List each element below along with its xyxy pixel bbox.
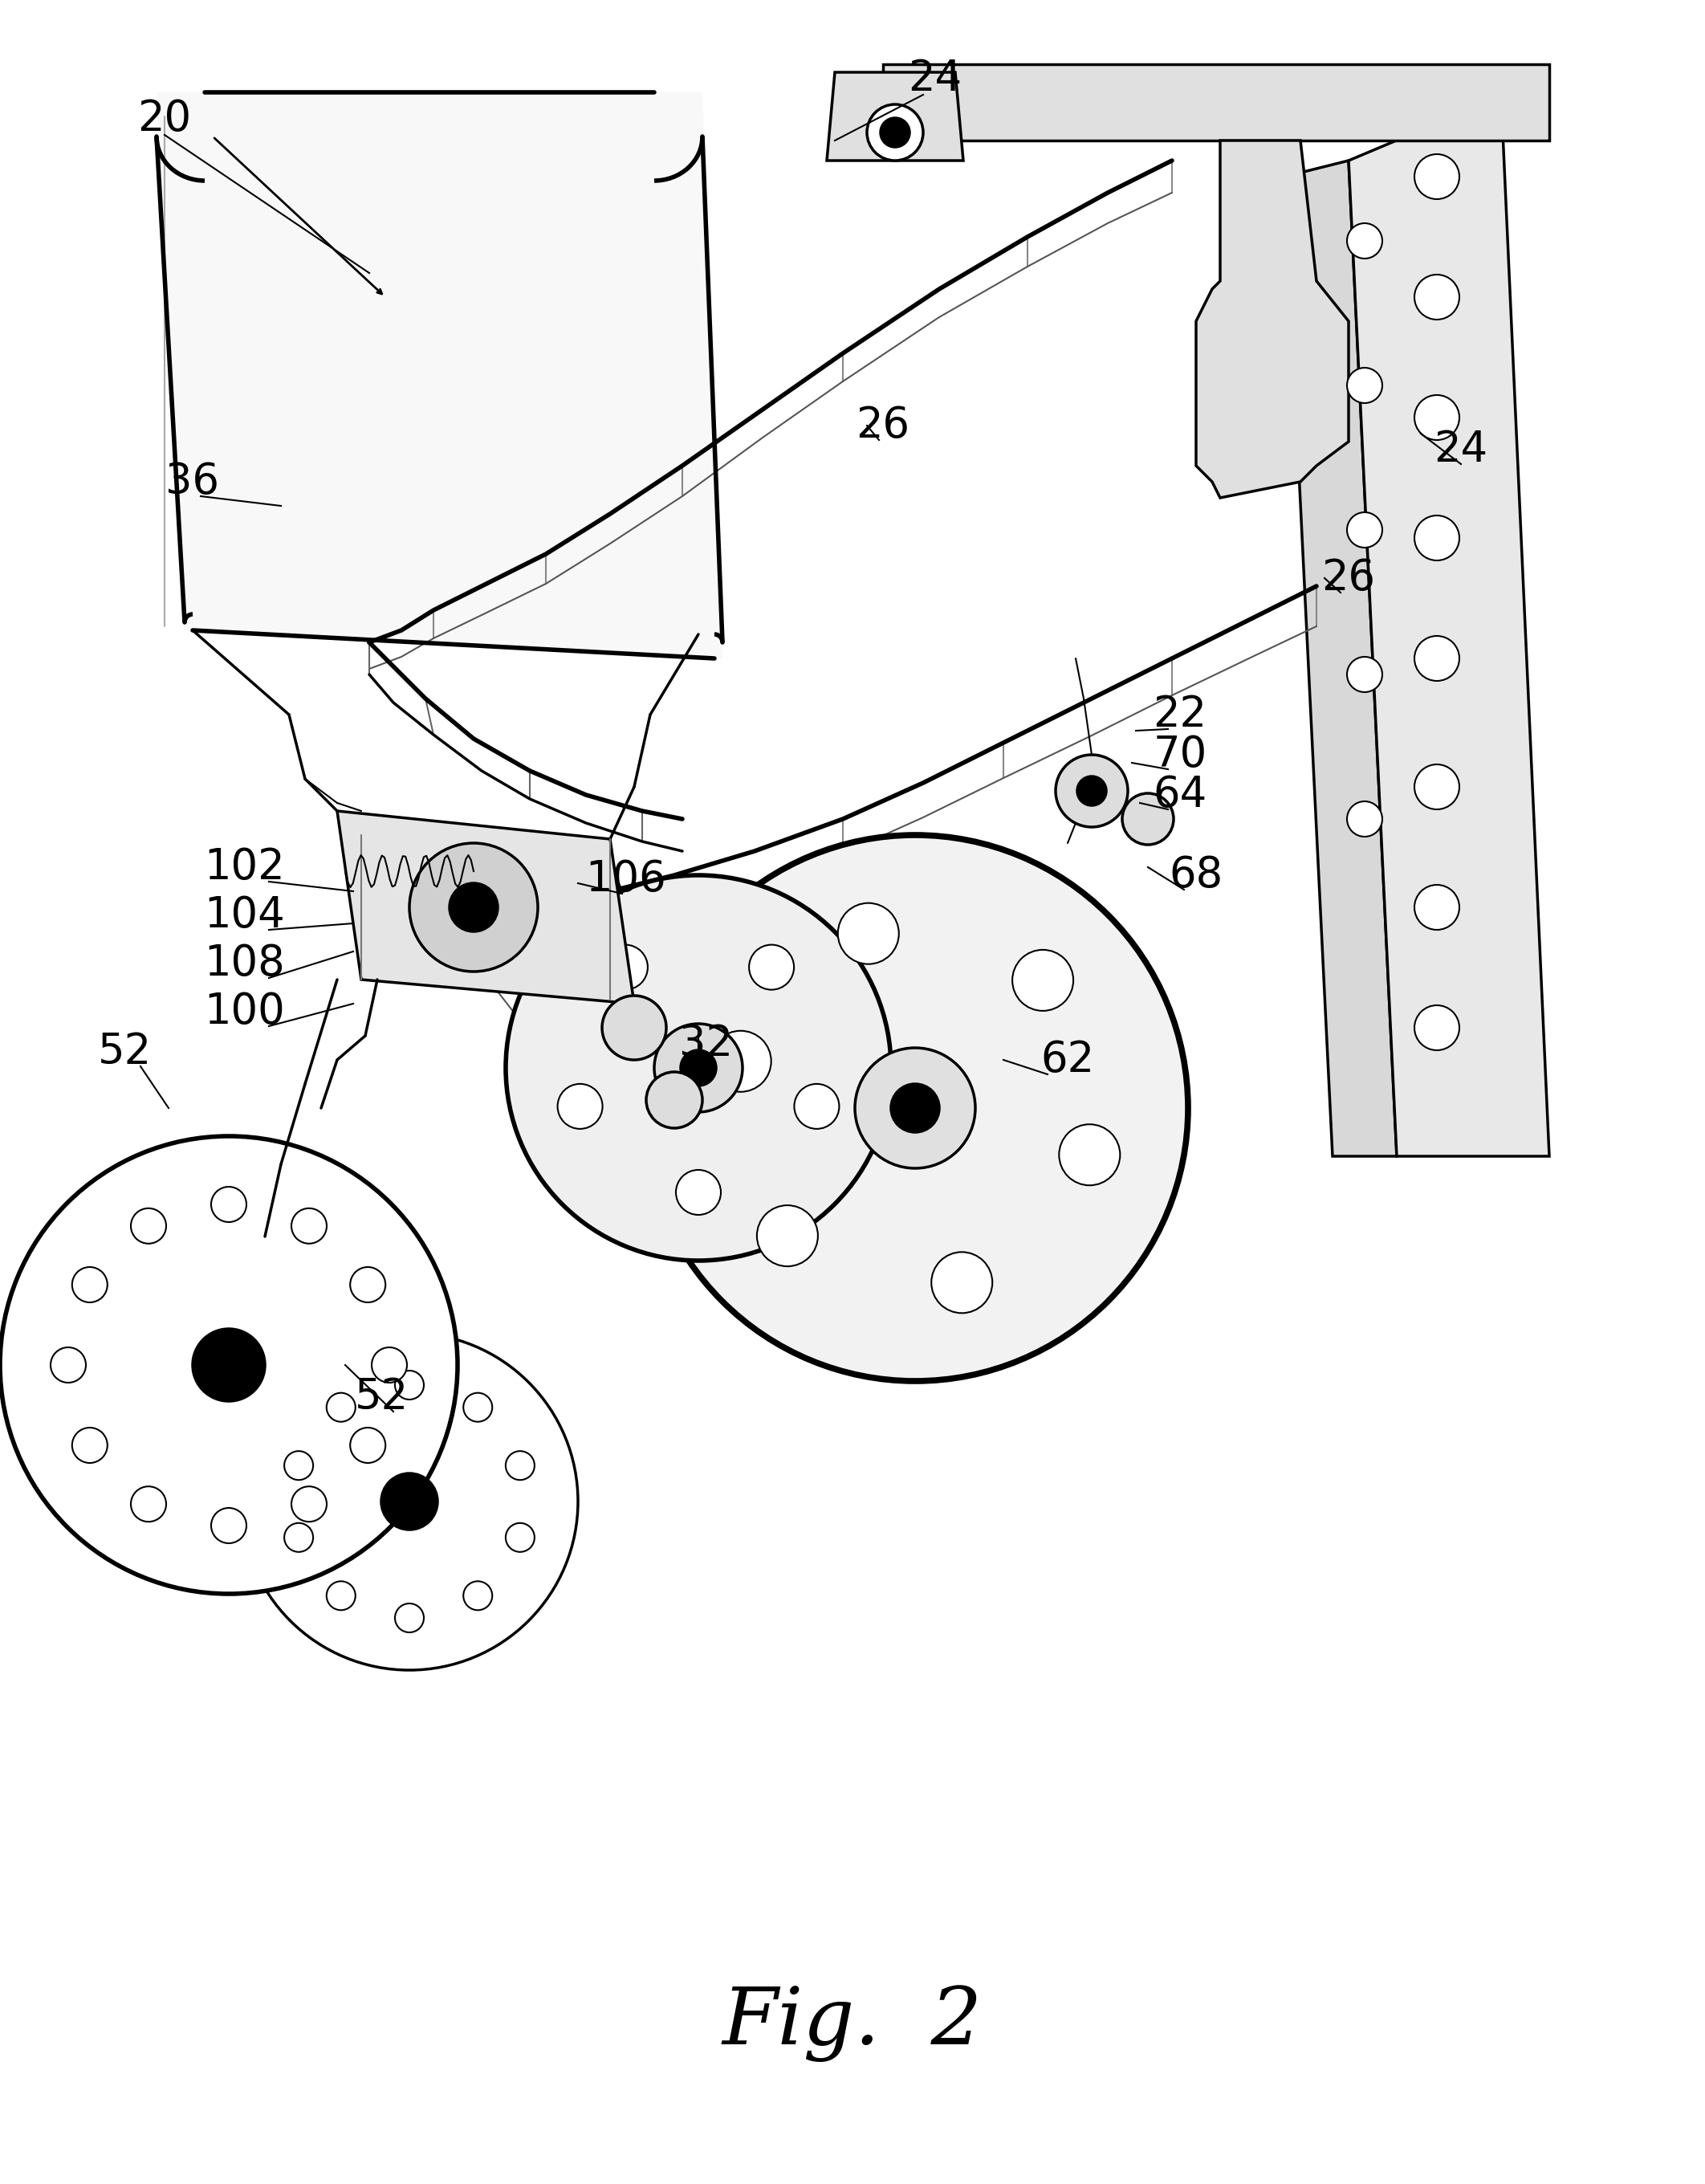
Circle shape bbox=[382, 1474, 438, 1529]
Circle shape bbox=[211, 1186, 247, 1223]
Circle shape bbox=[506, 876, 892, 1260]
Circle shape bbox=[327, 1393, 355, 1422]
Circle shape bbox=[409, 843, 537, 972]
Circle shape bbox=[1055, 756, 1127, 828]
Text: 22: 22 bbox=[1153, 695, 1207, 736]
Circle shape bbox=[1347, 657, 1383, 692]
Polygon shape bbox=[338, 810, 634, 1005]
Text: 102: 102 bbox=[205, 845, 285, 889]
Circle shape bbox=[327, 1581, 355, 1610]
Polygon shape bbox=[883, 63, 1550, 140]
Text: 26: 26 bbox=[856, 404, 910, 446]
Circle shape bbox=[1347, 802, 1383, 836]
Text: 64: 64 bbox=[1153, 773, 1207, 817]
Circle shape bbox=[1122, 793, 1173, 845]
Text: 106: 106 bbox=[587, 858, 667, 900]
Circle shape bbox=[931, 1251, 992, 1313]
Polygon shape bbox=[1197, 140, 1349, 498]
Text: 36: 36 bbox=[165, 461, 220, 502]
Circle shape bbox=[646, 1072, 702, 1129]
Text: 52: 52 bbox=[97, 1031, 152, 1072]
Circle shape bbox=[748, 946, 795, 989]
Circle shape bbox=[396, 1372, 425, 1400]
Circle shape bbox=[892, 1083, 939, 1131]
Circle shape bbox=[292, 1487, 327, 1522]
Circle shape bbox=[602, 996, 667, 1059]
Circle shape bbox=[1013, 950, 1074, 1011]
Circle shape bbox=[675, 1171, 721, 1214]
Circle shape bbox=[1415, 395, 1459, 439]
Circle shape bbox=[1078, 778, 1107, 806]
Polygon shape bbox=[827, 72, 963, 162]
Circle shape bbox=[1415, 155, 1459, 199]
Text: Fig.  2: Fig. 2 bbox=[723, 1985, 982, 2062]
Circle shape bbox=[604, 946, 648, 989]
Circle shape bbox=[350, 1267, 385, 1302]
Circle shape bbox=[396, 1603, 425, 1631]
Text: 62: 62 bbox=[1040, 1040, 1095, 1081]
Circle shape bbox=[1415, 764, 1459, 810]
Circle shape bbox=[1347, 367, 1383, 404]
Circle shape bbox=[1415, 1005, 1459, 1051]
Circle shape bbox=[1415, 515, 1459, 561]
Circle shape bbox=[51, 1348, 85, 1382]
Circle shape bbox=[72, 1267, 107, 1302]
Circle shape bbox=[464, 1393, 493, 1422]
Circle shape bbox=[211, 1507, 247, 1544]
Circle shape bbox=[506, 1522, 535, 1553]
Circle shape bbox=[680, 1051, 716, 1085]
Polygon shape bbox=[157, 92, 723, 657]
Circle shape bbox=[854, 1048, 975, 1168]
Circle shape bbox=[1347, 513, 1383, 548]
Circle shape bbox=[285, 1450, 314, 1481]
Circle shape bbox=[131, 1487, 165, 1522]
Text: 70: 70 bbox=[1153, 734, 1207, 775]
Circle shape bbox=[866, 105, 922, 162]
Circle shape bbox=[240, 1332, 578, 1671]
Circle shape bbox=[1059, 1125, 1120, 1186]
Circle shape bbox=[1415, 885, 1459, 930]
Circle shape bbox=[880, 118, 909, 146]
Text: 24: 24 bbox=[909, 57, 962, 100]
Text: 68: 68 bbox=[1170, 854, 1222, 895]
Circle shape bbox=[837, 902, 899, 963]
Circle shape bbox=[285, 1522, 314, 1553]
Text: 100: 100 bbox=[205, 992, 285, 1033]
Circle shape bbox=[1415, 636, 1459, 681]
Text: 20: 20 bbox=[138, 98, 191, 140]
Circle shape bbox=[870, 76, 921, 129]
Circle shape bbox=[372, 1348, 407, 1382]
Circle shape bbox=[506, 1450, 535, 1481]
Text: 108: 108 bbox=[205, 943, 285, 985]
Text: 24: 24 bbox=[1434, 428, 1488, 470]
Circle shape bbox=[292, 1208, 327, 1243]
Text: 52: 52 bbox=[355, 1376, 407, 1417]
Circle shape bbox=[450, 882, 498, 930]
Text: 32: 32 bbox=[680, 1022, 733, 1066]
Polygon shape bbox=[1284, 162, 1396, 1155]
Circle shape bbox=[757, 1206, 818, 1267]
Circle shape bbox=[558, 1083, 602, 1129]
Circle shape bbox=[795, 1083, 839, 1129]
Circle shape bbox=[1415, 275, 1459, 319]
Text: 104: 104 bbox=[205, 895, 285, 937]
Text: 26: 26 bbox=[1321, 557, 1376, 598]
Circle shape bbox=[193, 1328, 264, 1402]
Polygon shape bbox=[1349, 96, 1550, 1155]
Circle shape bbox=[72, 1428, 107, 1463]
Circle shape bbox=[464, 1581, 493, 1610]
Circle shape bbox=[0, 1136, 457, 1594]
Circle shape bbox=[643, 834, 1188, 1380]
Circle shape bbox=[711, 1031, 771, 1092]
Circle shape bbox=[131, 1208, 165, 1243]
Circle shape bbox=[1347, 223, 1383, 258]
Circle shape bbox=[655, 1024, 742, 1112]
Circle shape bbox=[350, 1428, 385, 1463]
